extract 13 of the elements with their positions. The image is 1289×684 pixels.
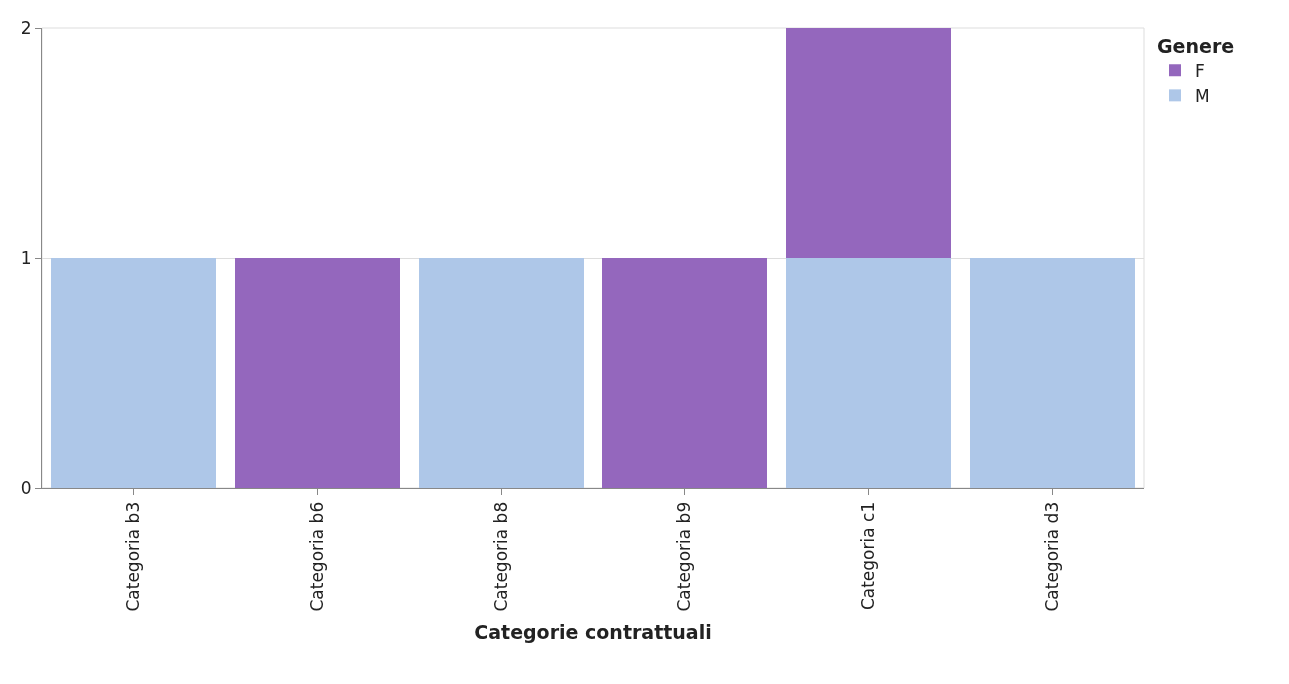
x-tick-label: Categoria c1 (858, 501, 879, 611)
y-tick-label: 2 (20, 17, 32, 38)
x-axis-title: Categorie contrattuali (474, 621, 712, 644)
x-tick-label: Categoria b3 (123, 501, 144, 612)
y-tick-label: 0 (20, 477, 32, 498)
legend-title: Genere (1157, 34, 1235, 57)
x-tick-label: Categoria b6 (307, 501, 328, 612)
x-tick-label: Categoria b9 (674, 501, 695, 612)
y-tick-label: 1 (20, 247, 32, 268)
legend-label: M (1195, 85, 1210, 106)
x-tick-label: Categoria b8 (490, 501, 511, 612)
legend-label: F (1195, 60, 1205, 81)
x-tick-label: Categoria d3 (1041, 501, 1062, 612)
